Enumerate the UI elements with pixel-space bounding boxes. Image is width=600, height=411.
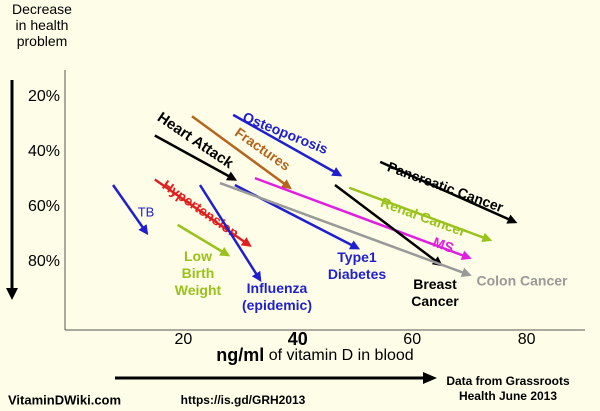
series-label: Type1 Diabetes — [328, 249, 387, 282]
series-label: TB — [138, 204, 155, 219]
disease-arrow — [334, 184, 443, 267]
disease-arrow — [177, 223, 231, 257]
y-tick-label: 40% — [28, 143, 60, 160]
y-direction-arrowhead — [6, 288, 18, 300]
footer-right: Data from Grassroots Health June 2013 — [446, 374, 570, 403]
disease-arrow — [379, 160, 518, 224]
x-axis-title: ng/ml of vitamin D in blood — [216, 345, 413, 365]
series-label: Colon Cancer — [476, 273, 568, 289]
y-tick-label: 80% — [28, 253, 60, 270]
x-tick-label: 60 — [403, 331, 421, 348]
x-tick-label: 40 — [288, 329, 308, 349]
y-tick-label: 60% — [28, 198, 60, 215]
disease-arrow — [191, 115, 292, 190]
disease-arrow — [112, 184, 149, 236]
y-tick-label: 20% — [28, 88, 60, 105]
series-label: Renal Cancer — [379, 194, 469, 240]
footer-left: VitaminDWiki.com — [8, 392, 121, 407]
disease-arrow — [154, 178, 252, 247]
x-tick-label: 20 — [175, 331, 193, 348]
series-label: Influenza (epidemic) — [242, 280, 312, 313]
disease-arrow — [348, 186, 493, 243]
series-label: Low Birth Weight — [175, 248, 222, 298]
footer-center: https://is.gd/GRH2013 — [181, 393, 306, 407]
disease-arrow — [232, 113, 343, 177]
disease-arrow — [154, 134, 238, 181]
series-label: Breast Cancer — [411, 276, 459, 309]
x-tick-label: 80 — [518, 331, 536, 348]
disease-arrow — [254, 176, 472, 260]
y-axis-title: Decrease in health problem — [12, 1, 72, 49]
disease-arrow — [219, 181, 472, 278]
series-label: MS — [431, 234, 456, 256]
disease-arrow — [198, 184, 262, 282]
x-direction-arrowhead — [423, 372, 437, 384]
